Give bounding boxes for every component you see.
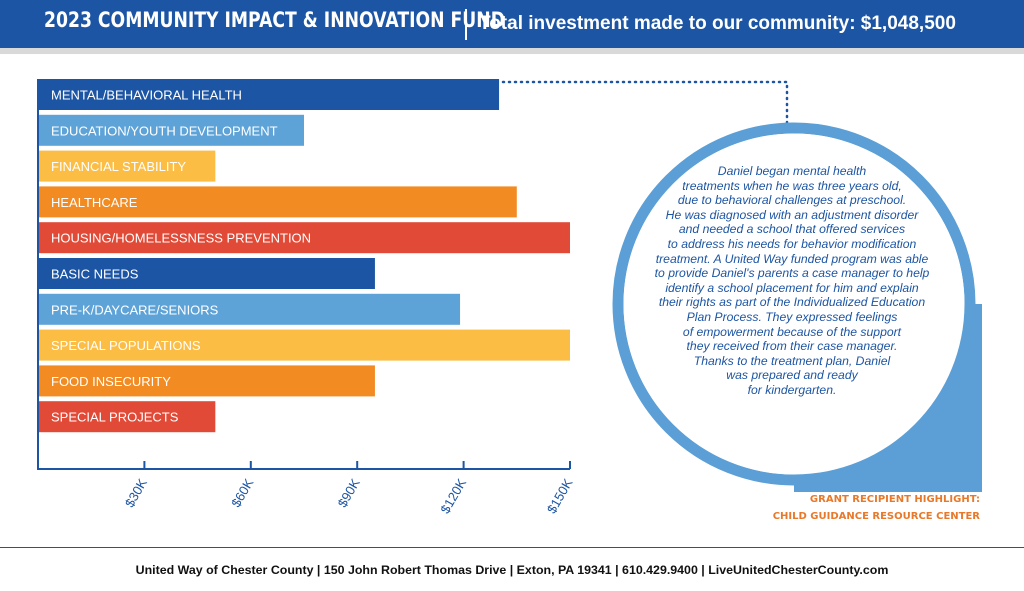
bar-0 xyxy=(38,79,500,110)
footer-contact: United Way of Chester County | 150 John … xyxy=(135,563,889,577)
story-connector xyxy=(501,80,789,151)
story-line: Daniel began mental health xyxy=(717,164,867,178)
tick-label-4: $150K xyxy=(544,476,576,516)
story-line: of empowerment because of the support xyxy=(682,324,902,339)
bar-1 xyxy=(38,114,304,146)
bar-3 xyxy=(38,186,517,218)
bar-8 xyxy=(38,365,375,397)
bar-2 xyxy=(38,150,216,182)
impact-chart: MENTAL/BEHAVIORAL HEALTH EDUCATION/YOUTH … xyxy=(37,79,982,516)
bar-label-9: SPECIAL PROJECTS xyxy=(51,410,179,425)
bar-label-8: FOOD INSECURITY xyxy=(51,374,171,389)
total-investment: Total investment made to our community: … xyxy=(479,13,956,34)
story-text: Daniel began mental health treatments whe… xyxy=(612,164,972,398)
tick-label-0: $30K xyxy=(122,476,150,510)
bar-6 xyxy=(38,293,461,325)
story-line: was prepared and ready xyxy=(726,368,858,383)
footer-divider xyxy=(0,547,1024,548)
bar-label-6: PRE-K/DAYCARE/SENIORS xyxy=(51,302,219,317)
story-line: they received from their case manager. xyxy=(686,339,898,354)
bar-label-2: FINANCIAL STABILITY xyxy=(51,159,186,174)
tick-label-3: $120K xyxy=(437,476,469,516)
story-line: due to behavioral challenges at preschoo… xyxy=(677,193,907,208)
header-bar: 2023 COMMUNITY IMPACT & INNOVATION FUND … xyxy=(0,0,1024,48)
bar-label-7: SPECIAL POPULATIONS xyxy=(51,338,201,353)
story-line: Thanks to the treatment plan, Daniel xyxy=(693,353,891,368)
page-title: 2023 COMMUNITY IMPACT & INNOVATION FUND xyxy=(44,8,505,32)
header-shadow-band xyxy=(0,48,1024,54)
bar-label-1: EDUCATION/YOUTH DEVELOPMENT xyxy=(51,123,278,138)
tick-label-2: $90K xyxy=(335,476,363,510)
tick-label-1: $60K xyxy=(228,476,256,510)
bar-label-5: BASIC NEEDS xyxy=(51,267,139,282)
header-divider xyxy=(465,9,467,40)
story-line: treatment. A United Way funded program w… xyxy=(655,251,929,266)
story-line: to address his needs for behavior modifi… xyxy=(667,236,917,251)
bar-label-0: MENTAL/BEHAVIORAL HEALTH xyxy=(51,88,242,103)
bar-5 xyxy=(38,258,375,289)
story-line: and needed a school that offered service… xyxy=(678,222,906,237)
bar-4 xyxy=(38,222,570,254)
bar-9 xyxy=(38,401,216,433)
bar-label-3: HEALTHCARE xyxy=(51,195,138,210)
story-line: their rights as part of the Individualiz… xyxy=(658,295,926,310)
bars-group: MENTAL/BEHAVIORAL HEALTH EDUCATION/YOUTH … xyxy=(38,79,570,433)
highlight-heading: GRANT RECIPIENT HIGHLIGHT: xyxy=(809,494,980,505)
story-line: to provide Daniel's parents a case manag… xyxy=(654,266,930,281)
grant-highlight: GRANT RECIPIENT HIGHLIGHT: CHILD GUIDANC… xyxy=(773,491,980,525)
story-circle-fill xyxy=(623,133,965,475)
story-line: identify a school placement for him and … xyxy=(665,280,919,295)
bar-label-4: HOUSING/HOMELESSNESS PREVENTION xyxy=(51,231,311,246)
highlight-recipient: CHILD GUIDANCE RESOURCE CENTER xyxy=(772,511,980,522)
story-line: Plan Process. They expressed feelings xyxy=(686,309,898,324)
story-line: He was diagnosed with an adjustment diso… xyxy=(665,207,919,222)
story-line: for kindergarten. xyxy=(747,382,837,397)
story-line: treatments when he was three years old, xyxy=(682,178,902,193)
bar-7 xyxy=(38,329,570,361)
